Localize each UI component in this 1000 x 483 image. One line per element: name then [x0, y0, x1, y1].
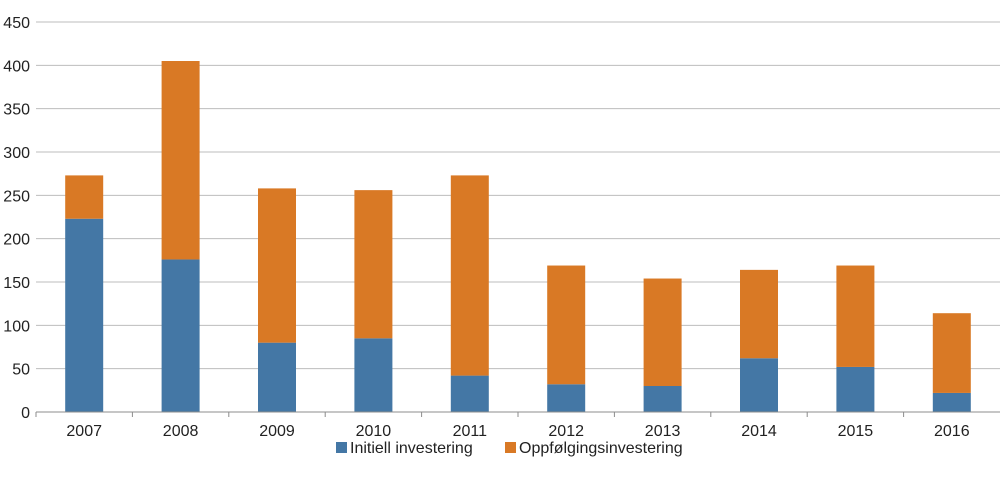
y-tick-label: 250: [3, 188, 30, 205]
y-tick-label: 200: [3, 232, 30, 249]
x-tick-label: 2007: [66, 423, 102, 440]
bar-initiell-2016: [932, 392, 971, 412]
x-tick-label: 2010: [356, 423, 392, 440]
bar-oppfolging-2010: [354, 190, 393, 339]
y-tick-label: 100: [3, 318, 30, 335]
y-tick-label: 0: [21, 405, 30, 422]
bar-initiell-2008: [161, 259, 200, 412]
x-tick-label: 2011: [453, 423, 488, 440]
legend-swatch-initiell: [336, 442, 347, 453]
legend-label-initiell: Initiell investering: [350, 440, 473, 457]
y-tick-label: 300: [3, 145, 30, 162]
y-tick-label: 450: [3, 15, 30, 32]
y-tick-label: 350: [3, 102, 30, 119]
x-tick-label: 2016: [934, 423, 970, 440]
bar-initiell-2011: [450, 375, 489, 412]
x-tick-label: 2013: [645, 423, 681, 440]
bar-oppfolging-2016: [932, 313, 971, 393]
legend: Initiell investering Oppfølgingsinvesteri…: [336, 440, 683, 457]
x-tick-label: 2012: [548, 423, 584, 440]
bar-oppfolging-2011: [450, 175, 489, 376]
legend-swatch-oppfolging: [505, 442, 516, 453]
bar-oppfolging-2015: [836, 265, 875, 367]
bar-oppfolging-2008: [161, 61, 200, 260]
y-tick-label: 150: [3, 275, 30, 292]
bar-initiell-2014: [740, 358, 778, 412]
bar-oppfolging-2014: [740, 269, 778, 359]
bar-oppfolging-2009: [258, 188, 296, 343]
bar-initiell-2009: [258, 342, 296, 412]
x-tick-label: 2009: [259, 423, 295, 440]
bar-oppfolging-2013: [643, 278, 682, 386]
bar-initiell-2015: [836, 366, 875, 412]
bar-initiell-2012: [547, 384, 586, 412]
y-tick-label: 50: [12, 362, 30, 379]
x-tick-label: 2015: [838, 423, 874, 440]
bar-oppfolging-2007: [65, 175, 104, 219]
bar-oppfolging-2012: [547, 265, 586, 385]
y-tick-label: 400: [3, 58, 30, 75]
bar-initiell-2013: [643, 386, 682, 412]
x-tick-label: 2014: [741, 423, 777, 440]
legend-label-oppfolging: Oppfølgingsinvestering: [519, 440, 683, 457]
bar-initiell-2010: [354, 338, 393, 412]
axes: 0 50 100 150 200 250 300 350 400 450 2007 2008 2009 2…: [3, 15, 1000, 440]
bars: [65, 61, 971, 412]
bar-initiell-2007: [65, 218, 104, 412]
x-tick-label: 2008: [163, 423, 199, 440]
